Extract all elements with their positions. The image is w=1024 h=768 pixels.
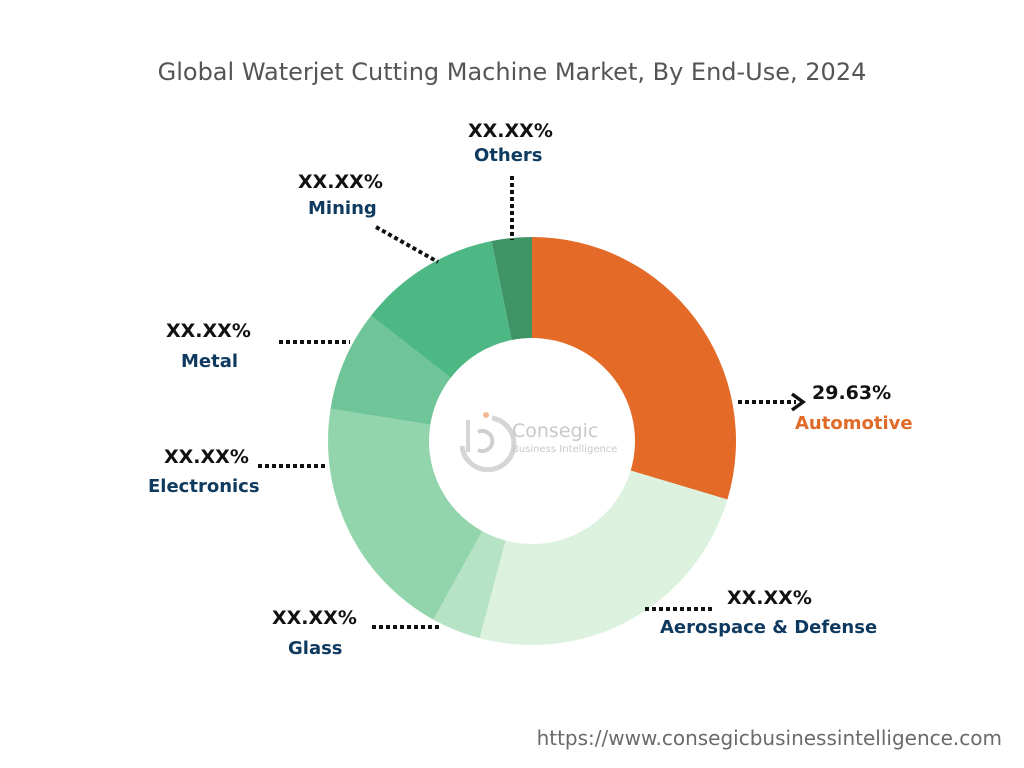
slice-metal bbox=[330, 315, 451, 425]
leader-arrow-automotive bbox=[790, 392, 806, 412]
category-label-glass: Glass bbox=[288, 638, 343, 659]
value-label-automotive: 29.63% bbox=[812, 382, 891, 404]
category-label-electronics: Electronics bbox=[148, 476, 260, 497]
category-label-mining: Mining bbox=[308, 198, 377, 219]
logo-icon bbox=[459, 412, 517, 473]
leader-lines bbox=[258, 176, 806, 629]
value-label-glass: XX.XX% bbox=[272, 607, 357, 629]
slice-group bbox=[328, 237, 737, 645]
slice-aerospace-defense bbox=[479, 470, 728, 645]
category-label-metal: Metal bbox=[181, 351, 238, 372]
slice-automotive bbox=[532, 237, 737, 500]
value-label-metal: XX.XX% bbox=[166, 320, 251, 342]
category-label-others: Others bbox=[474, 145, 543, 166]
slice-others bbox=[491, 237, 532, 341]
logo-name: Consegic bbox=[512, 420, 598, 442]
leader-line-mining bbox=[375, 225, 439, 264]
center-logo: Consegic Business Intelligence bbox=[459, 412, 617, 473]
value-label-mining: XX.XX% bbox=[298, 171, 383, 193]
labels: 29.63% Automotive XX.XX% Aerospace & Def… bbox=[148, 120, 913, 659]
category-label-automotive: Automotive bbox=[795, 413, 913, 434]
slice-glass bbox=[433, 531, 506, 639]
source-url: https://www.consegicbusinessintelligence… bbox=[536, 726, 1002, 750]
value-label-others: XX.XX% bbox=[468, 120, 553, 142]
value-label-aerospace: XX.XX% bbox=[727, 587, 812, 609]
category-label-aerospace: Aerospace & Defense bbox=[660, 617, 877, 638]
slice-mining bbox=[371, 241, 512, 378]
chart-title: Global Waterjet Cutting Machine Market, … bbox=[157, 58, 867, 86]
slice-electronics bbox=[328, 408, 483, 620]
logo-tagline: Business Intelligence bbox=[512, 444, 617, 455]
value-label-electronics: XX.XX% bbox=[164, 446, 249, 468]
